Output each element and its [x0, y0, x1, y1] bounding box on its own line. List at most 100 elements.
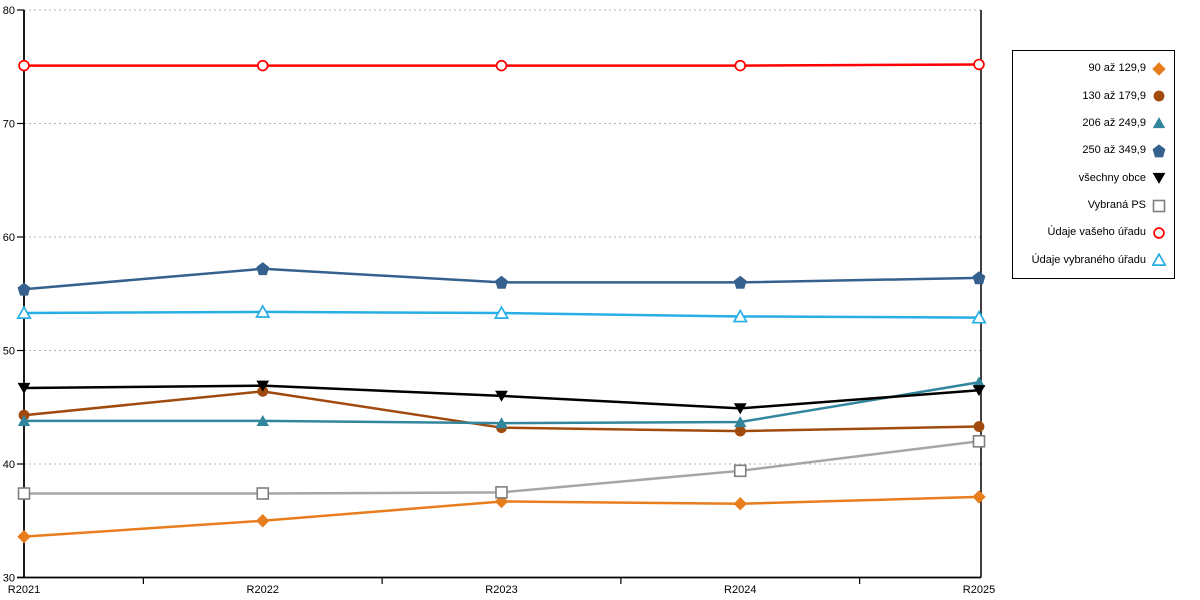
- circle-open-marker-icon: [1153, 227, 1165, 239]
- data-point: [972, 271, 986, 285]
- x-axis-label: R2021: [8, 584, 40, 596]
- x-axis-label: R2023: [485, 584, 517, 596]
- circle-open-marker-icon: [495, 59, 508, 72]
- data-point: [256, 514, 270, 528]
- data-point: [972, 434, 986, 448]
- series-7: [16, 304, 987, 324]
- data-point: [732, 308, 748, 323]
- data-point: [972, 385, 986, 397]
- legend-label: 206 až 249,9: [1082, 116, 1146, 129]
- legend-item: Údaje vybraného úřadu: [1013, 248, 1174, 272]
- series-0: [17, 490, 986, 544]
- legend-label: 250 až 349,9: [1082, 144, 1146, 157]
- circle-marker-icon: [1153, 90, 1165, 102]
- y-axis-label: 30: [3, 573, 15, 585]
- pentagon-marker-icon: [1152, 144, 1166, 158]
- data-point: [733, 464, 747, 478]
- square-open-marker-icon: [256, 487, 270, 500]
- data-point: [494, 494, 509, 509]
- triangle-down-marker-icon: [1152, 173, 1166, 185]
- triangle-down-marker-icon: [495, 390, 508, 402]
- triangle-down-marker-icon: [972, 385, 986, 397]
- circle-marker-icon: [1152, 89, 1166, 103]
- triangle-up-open-marker-icon: [732, 308, 748, 323]
- triangle-up-open-marker-icon: [971, 309, 987, 324]
- series-6: [18, 58, 985, 72]
- data-point: [971, 309, 987, 324]
- legend-item: 130 až 179,9: [1013, 84, 1174, 108]
- data-point: [495, 390, 508, 402]
- pentagon-marker-icon: [972, 271, 986, 285]
- square-open-marker-icon: [972, 434, 986, 448]
- circle-open-marker-icon: [256, 59, 269, 72]
- legend-item: všechny obce: [1013, 166, 1174, 190]
- triangle-down-marker-icon: [1152, 171, 1166, 185]
- data-point: [973, 58, 985, 71]
- legend-item: 250 až 349,9: [1013, 139, 1174, 163]
- data-point: [972, 490, 986, 504]
- x-axis-label: R2025: [963, 584, 995, 596]
- data-point: [493, 305, 510, 319]
- legend-label: Údaje vybraného úřadu: [1031, 253, 1146, 266]
- x-axis-label: R2024: [724, 584, 756, 596]
- data-point: [256, 380, 270, 392]
- circle-marker-icon: [973, 421, 985, 432]
- legend-label: všechny obce: [1078, 171, 1146, 184]
- legend-item: 206 až 249,9: [1013, 111, 1174, 135]
- circle-open-marker-icon: [734, 59, 747, 72]
- diamond-marker-icon: [256, 514, 270, 528]
- circle-open-marker-icon: [18, 59, 30, 72]
- diamond-marker-icon: [733, 497, 747, 511]
- legend-item: Vybraná PS: [1013, 194, 1174, 218]
- legend-label: 90 až 129,9: [1088, 62, 1147, 75]
- data-point: [18, 59, 30, 72]
- pentagon-marker-icon: [256, 262, 270, 276]
- triangle-down-marker-icon: [17, 382, 31, 394]
- data-point: [255, 304, 271, 318]
- series-3: [17, 262, 986, 296]
- series-2: [17, 376, 986, 429]
- pentagon-marker-icon: [1152, 144, 1166, 158]
- diamond-marker-icon: [1152, 61, 1166, 76]
- triangle-up-open-marker-icon: [255, 304, 271, 318]
- data-point: [495, 59, 508, 72]
- data-point: [256, 487, 270, 500]
- triangle-up-marker-icon: [256, 414, 269, 426]
- data-point: [973, 421, 985, 432]
- triangle-up-marker-icon: [17, 414, 31, 426]
- data-point: [972, 376, 986, 388]
- data-point: [495, 275, 508, 289]
- data-point: [733, 403, 747, 415]
- y-axis-label: 80: [3, 5, 15, 17]
- square-open-marker-icon: [733, 464, 747, 478]
- data-point: [16, 305, 32, 319]
- data-point: [734, 416, 747, 428]
- data-point: [733, 497, 747, 511]
- series-4: [17, 380, 986, 415]
- data-point: [17, 414, 31, 426]
- pentagon-marker-icon: [733, 275, 747, 289]
- triangle-up-marker-icon: [734, 416, 747, 428]
- series-line: [24, 381, 980, 425]
- triangle-up-marker-icon: [1152, 116, 1166, 130]
- circle-marker-icon: [734, 425, 746, 437]
- square-open-marker-icon: [1152, 199, 1166, 213]
- pentagon-marker-icon: [17, 282, 31, 296]
- y-axis-label: 60: [3, 232, 15, 244]
- legend-item: 90 až 129,9: [1013, 57, 1174, 81]
- legend-label: 130 až 179,9: [1082, 89, 1146, 102]
- pentagon-marker-icon: [495, 275, 508, 289]
- legend: 90 až 129,9 130 až 179,9 206 až 249,9 250 a…: [1012, 50, 1175, 279]
- triangle-up-open-marker-icon: [16, 305, 32, 319]
- legend-label: Vybraná PS: [1087, 199, 1146, 212]
- series-5: [17, 434, 986, 500]
- y-axis-label: 40: [3, 459, 15, 471]
- y-axis-label: 50: [3, 346, 15, 358]
- triangle-up-open-marker-icon: [1152, 253, 1166, 267]
- circle-open-marker-icon: [1152, 226, 1166, 240]
- data-point: [17, 487, 31, 500]
- x-axis-label: R2022: [247, 584, 279, 596]
- data-point: [17, 529, 31, 544]
- triangle-up-open-marker-icon: [493, 305, 510, 319]
- legend-item: Údaje vašeho úřadu: [1013, 221, 1174, 245]
